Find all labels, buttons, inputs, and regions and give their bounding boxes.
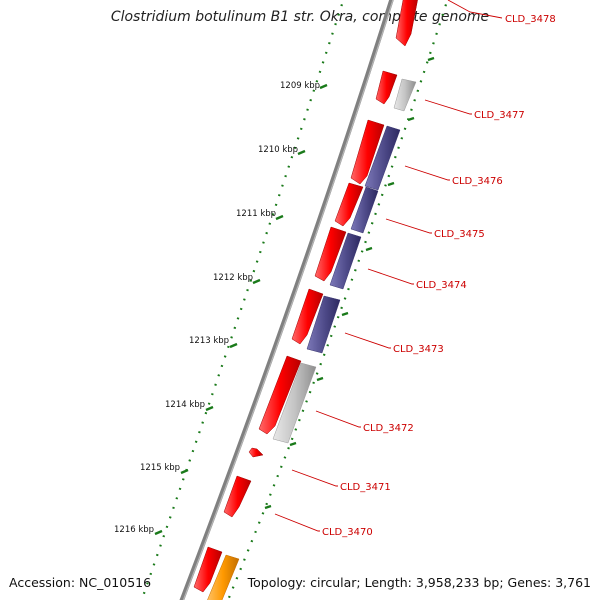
gene-cld-3476[interactable]	[364, 125, 401, 191]
gene-label-cld-3476: CLD_3476	[452, 176, 503, 187]
scale-label-1215: 1215 kbp	[140, 463, 180, 473]
gene-cld-3475[interactable]	[350, 186, 379, 234]
gene-label-cld-3472: CLD_3472	[363, 423, 414, 434]
map-title: Clostridium botulinum B1 str. Okra, comp…	[110, 9, 490, 25]
inner-ring-ticks	[264, 56, 435, 510]
gene-red-1211a[interactable]	[334, 182, 364, 227]
gene-cld-3474[interactable]	[329, 232, 362, 290]
gene-red-1209[interactable]	[375, 70, 398, 105]
gene-cld-3473[interactable]	[306, 295, 341, 354]
gene-label-cld-3471: CLD_3471	[340, 482, 391, 493]
accession-text: Accession: NC_010516	[9, 575, 152, 590]
scale-label-1211: 1211 kbp	[236, 209, 276, 219]
scale-label-1210: 1210 kbp	[258, 145, 298, 155]
gene-cld-3478[interactable]	[395, 0, 418, 47]
gene-label-cld-3470: CLD_3470	[322, 527, 373, 538]
genome-summary-text: Topology: circular; Length: 3,958,233 bp…	[247, 575, 591, 590]
gene-red-1212[interactable]	[291, 288, 324, 345]
gene-orange[interactable]	[207, 554, 240, 600]
scale-label-1216: 1216 kbp	[114, 525, 154, 535]
gene-label-cld-3477: CLD_3477	[474, 110, 525, 121]
scale-ticks	[154, 83, 328, 536]
scale-label-1214: 1214 kbp	[165, 400, 205, 410]
gene-red-1215[interactable]	[223, 475, 252, 518]
gene-label-cld-3475: CLD_3475	[434, 229, 485, 240]
gene-label-cld-3478: CLD_3478	[505, 14, 556, 25]
gene-red-small[interactable]	[248, 447, 264, 458]
gene-cld-3472[interactable]	[272, 362, 317, 444]
scale-label-1213: 1213 kbp	[189, 336, 229, 346]
scale-label-1209: 1209 kbp	[280, 81, 320, 91]
gene-label-cld-3474: CLD_3474	[416, 280, 467, 291]
gene-red-1213[interactable]	[258, 355, 302, 435]
genome-backbone-highlight	[182, 0, 394, 600]
gene-red-1211b[interactable]	[314, 226, 347, 282]
gene-cld-3477[interactable]	[393, 78, 417, 112]
gene-label-cld-3473: CLD_3473	[393, 344, 444, 355]
genome-backbone	[179, 0, 394, 600]
gene-red-1216[interactable]	[193, 546, 223, 593]
scale-label-1212: 1212 kbp	[213, 273, 253, 283]
label-connectors	[274, 0, 503, 532]
gene-red-1210[interactable]	[350, 119, 385, 185]
